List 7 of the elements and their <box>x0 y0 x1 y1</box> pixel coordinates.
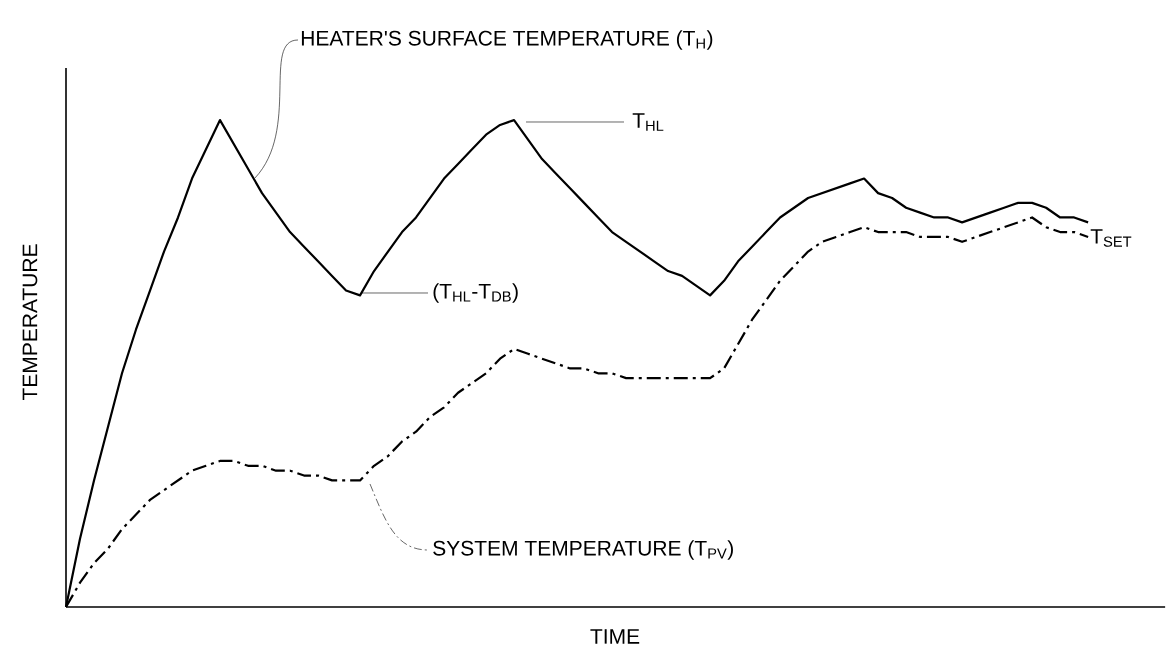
annotation: SYSTEM TEMPERATURE (T$_{PV}$) <box>433 540 733 560</box>
annotation: T$_{SET}$ <box>1090 229 1132 247</box>
annotation: T$_{HL}$ <box>632 113 664 131</box>
annotation: (T$_{HL}$-T$_{DB}$) <box>433 283 518 303</box>
y-axis-title: TEMPERATURE <box>22 244 38 401</box>
text: HEATER'S SURFACE TEMPERATURE (T$_{H}$) <box>301 30 713 50</box>
x-axis-title: TIME <box>590 629 640 644</box>
